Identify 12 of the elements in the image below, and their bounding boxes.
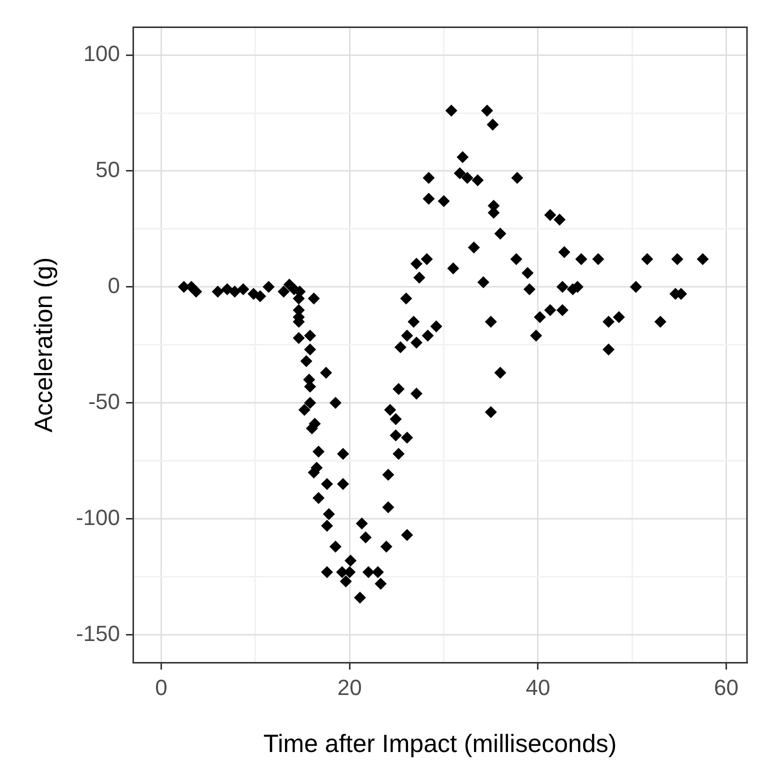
- y-tick-label: 50: [96, 157, 120, 182]
- y-tick-label: 100: [83, 41, 120, 66]
- x-tick-label: 20: [337, 674, 362, 700]
- y-tick-label: -100: [76, 504, 120, 530]
- x-axis-title: Time after Impact (milliseconds): [263, 730, 617, 758]
- y-tick-label: -150: [76, 620, 120, 646]
- x-tick-label: 60: [714, 674, 739, 700]
- x-tick-label: 40: [526, 674, 550, 700]
- x-tick-label: 0: [155, 674, 168, 700]
- y-axis-title: Acceleration (g): [30, 257, 58, 432]
- y-tick-label: 0: [108, 272, 120, 298]
- y-tick-label: -50: [88, 388, 120, 414]
